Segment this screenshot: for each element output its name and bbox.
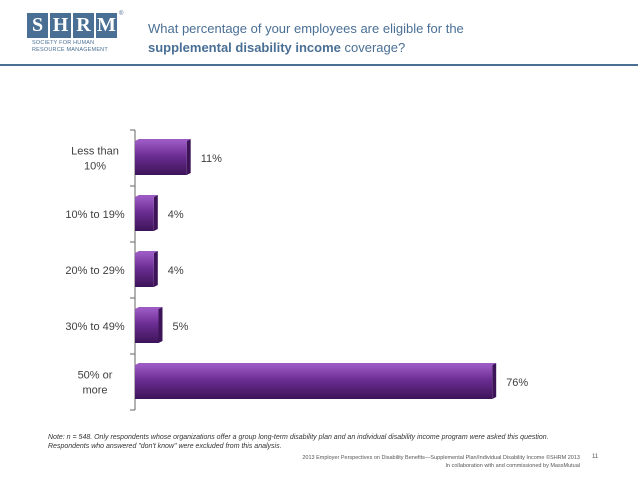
category-label: 10% to 19% bbox=[65, 209, 125, 221]
logo-tagline: SOCIETY FOR HUMAN RESOURCE MANAGEMENT bbox=[32, 40, 108, 53]
category-label: 50% or bbox=[78, 370, 113, 382]
bar-side bbox=[492, 363, 497, 399]
bar bbox=[135, 365, 493, 399]
title-bold: supplemental disability income bbox=[148, 40, 341, 55]
category-label: Less than bbox=[71, 146, 119, 158]
bar bbox=[135, 141, 187, 175]
footer-line-2: In collaboration with and commissioned b… bbox=[445, 463, 580, 469]
slide-title: What percentage of your employees are el… bbox=[148, 19, 608, 57]
category-label: 10% bbox=[84, 161, 106, 173]
data-label: 5% bbox=[173, 321, 189, 333]
logo-tagline-line-2: RESOURCE MANAGEMENT bbox=[32, 46, 108, 53]
bar-chart: Less than 10% 11% 10% to 19% 4% 20% to 29% 4% 3… bbox=[65, 129, 528, 411]
title-divider bbox=[0, 64, 638, 66]
bar-top bbox=[135, 139, 191, 141]
bar bbox=[135, 309, 159, 343]
category-label: 20% to 29% bbox=[65, 265, 125, 277]
footer-line-1: 2013 Employer Perspectives on Disability… bbox=[302, 455, 580, 461]
title-rest: coverage? bbox=[340, 40, 406, 55]
data-label: 4% bbox=[168, 209, 184, 221]
bar bbox=[135, 197, 154, 231]
bar-side bbox=[186, 139, 191, 175]
category-label: 30% to 49% bbox=[65, 321, 125, 333]
bar-top bbox=[135, 307, 163, 309]
data-label: 4% bbox=[168, 265, 184, 277]
logo-letter-h: H bbox=[50, 13, 71, 38]
registered-mark: ® bbox=[119, 11, 124, 17]
logo-tagline-line-1: SOCIETY FOR HUMAN bbox=[32, 40, 95, 46]
logo-letter-m: M bbox=[96, 13, 117, 38]
data-label: 76% bbox=[506, 377, 528, 389]
bar-top bbox=[135, 195, 158, 197]
bar-top bbox=[135, 251, 158, 253]
title-line-2: supplemental disability income coverage? bbox=[148, 38, 608, 57]
bar-top bbox=[135, 363, 497, 365]
logo-letter-r: R bbox=[73, 13, 94, 38]
bar-side bbox=[153, 251, 158, 287]
category-label: more bbox=[82, 385, 107, 397]
footer-citation: 2013 Employer Perspectives on Disability… bbox=[250, 454, 580, 470]
shrm-logo: S H R M ® SOCIETY FOR HUMAN RESOURCE MAN… bbox=[27, 11, 127, 65]
title-line-1: What percentage of your employees are el… bbox=[148, 21, 464, 36]
bar bbox=[135, 253, 154, 287]
bar-side bbox=[158, 307, 163, 343]
page-number: 11 bbox=[592, 454, 599, 460]
survey-note: Note: n = 548. Only respondents whose or… bbox=[48, 434, 549, 450]
logo-letter-s: S bbox=[27, 13, 48, 38]
data-label: 11% bbox=[201, 153, 222, 165]
bar-side bbox=[153, 195, 158, 231]
